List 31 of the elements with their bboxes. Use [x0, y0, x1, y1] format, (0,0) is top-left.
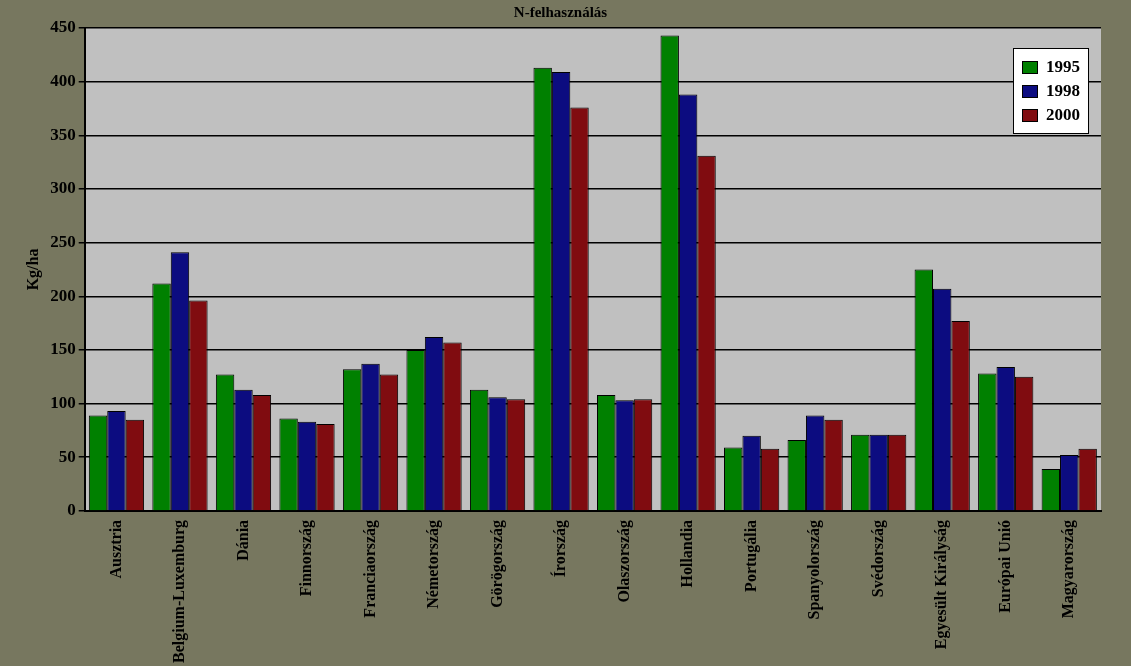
- y-tick-label: 450: [50, 17, 76, 37]
- x-tick-label: Portugália: [741, 519, 760, 592]
- y-tick-label: 0: [67, 500, 76, 520]
- x-tick-label: Finnország: [297, 519, 316, 597]
- x-tick-label: Spanyolország: [805, 519, 824, 620]
- legend-label: 2000: [1046, 105, 1080, 125]
- x-tick-label: Olaszország: [614, 519, 633, 603]
- y-tick-label: 100: [50, 392, 76, 412]
- x-tick-label: Belgium-Luxemburg: [170, 519, 189, 664]
- x-tick-label: Dánia: [233, 519, 251, 561]
- chart-title: N-felhasználás: [513, 3, 608, 20]
- x-tick-label: Hollandia: [678, 519, 696, 588]
- x-tick-label: Egyesült Királyság: [932, 519, 951, 650]
- y-tick-label: 400: [50, 71, 76, 91]
- x-tick-label: Ausztria: [106, 519, 124, 579]
- x-tick-label: Németország: [424, 519, 443, 609]
- y-tick-label: 250: [50, 232, 76, 252]
- legend-label: 1998: [1046, 81, 1080, 101]
- y-tick-label: 200: [50, 285, 76, 305]
- legend-label: 1995: [1046, 57, 1080, 77]
- y-tick-label: 50: [58, 446, 76, 466]
- x-tick-label: Európai Unió: [995, 519, 1014, 613]
- y-tick-label: 300: [50, 178, 76, 198]
- y-tick-label: 350: [50, 124, 76, 144]
- x-tick-label: Svédország: [868, 519, 887, 598]
- x-tick-label: Franciaország: [360, 519, 379, 618]
- x-tick-label: Magyarország: [1059, 519, 1078, 619]
- x-tick-label: Írország: [550, 519, 570, 578]
- x-tick-label: Görögország: [487, 519, 506, 608]
- y-axis-title: Kg/ha: [23, 248, 42, 291]
- y-tick-label: 150: [50, 339, 76, 359]
